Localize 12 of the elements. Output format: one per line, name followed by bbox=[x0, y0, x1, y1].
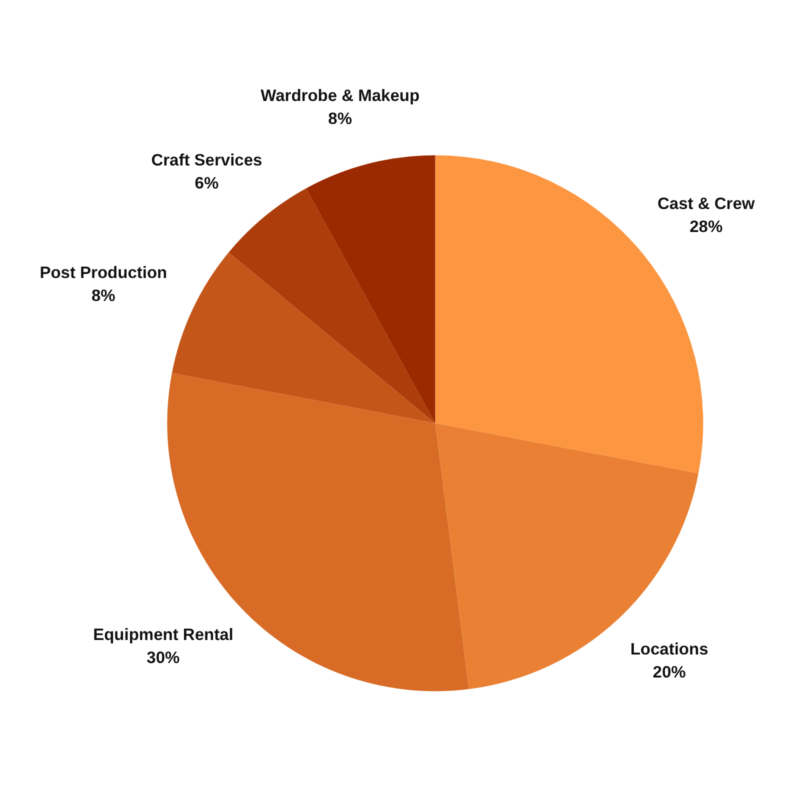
data-label: 20% bbox=[652, 663, 686, 682]
data-label: 28% bbox=[690, 218, 723, 236]
data-label: 8% bbox=[91, 286, 116, 305]
data-label: 8% bbox=[328, 110, 352, 128]
slice-label: Post Production bbox=[40, 264, 168, 282]
slice-label: Craft Services bbox=[151, 152, 262, 170]
slice-label: Wardrobe & Makeup bbox=[260, 86, 420, 105]
slice-label: Locations bbox=[630, 640, 708, 658]
slice-label: Cast & Crew bbox=[658, 194, 755, 213]
data-label: 6% bbox=[194, 174, 219, 193]
data-label: 30% bbox=[146, 648, 180, 667]
slice-label: Equipment Rental bbox=[93, 626, 234, 644]
